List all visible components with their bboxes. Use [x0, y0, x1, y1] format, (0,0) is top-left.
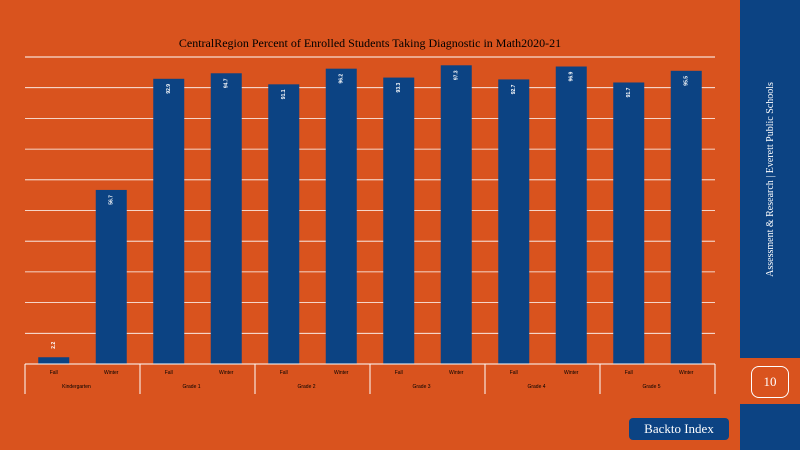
tick-label: Fall: [395, 370, 403, 376]
tick-label: Fall: [510, 370, 518, 376]
bar: [210, 73, 242, 365]
sidebar-label: Assessment & Research | Everett Public S…: [740, 0, 800, 358]
bar: [268, 84, 300, 364]
data-label: 96.2: [339, 74, 345, 84]
tick-label: Winter: [334, 370, 349, 376]
back-to-index-button[interactable]: Backto Index: [629, 418, 729, 440]
tick-label: Fall: [165, 370, 173, 376]
bar: [498, 79, 530, 364]
bar: [38, 357, 70, 364]
group-label: Grade 3: [412, 384, 430, 390]
bar: [95, 189, 127, 364]
sidebar-bottom-band: [740, 404, 800, 450]
bar: [383, 77, 415, 364]
chart-title: CentralRegion Percent of Enrolled Studen…: [179, 36, 561, 50]
gridlines: [25, 87, 715, 334]
tick-label: Fall: [625, 370, 633, 376]
bar: [325, 68, 357, 364]
bar: [555, 66, 587, 364]
data-label: 93.3: [396, 82, 402, 92]
data-label: 92.9: [166, 84, 172, 94]
bar: [440, 65, 472, 364]
chart: CentralRegion Percent of Enrolled Studen…: [24, 36, 716, 394]
tick-label: Fall: [280, 370, 288, 376]
bar: [613, 82, 645, 364]
data-label: 91.7: [626, 87, 632, 97]
sidebar-text: Assessment & Research | Everett Public S…: [764, 81, 776, 277]
x-axis: Fall Winter Kindergarten Fall Winter Grade 1 F…: [24, 363, 716, 394]
tick-label: Winter: [679, 370, 694, 376]
page-number: 10: [751, 366, 789, 398]
page-number-strip: [740, 358, 800, 404]
bars: 2.2 56.7 92.9 94.7 91.1 96.2 93.3 97.3 92.7 96.9 9…: [38, 65, 702, 365]
data-label: 91.1: [281, 89, 287, 99]
data-label: 97.3: [454, 70, 460, 80]
sidebar-band: [740, 0, 800, 358]
group-label: Grade 1: [182, 384, 200, 390]
group-label: Grade 4: [527, 384, 545, 390]
group-label: Grade 2: [297, 384, 315, 390]
data-label: 96.9: [569, 71, 575, 81]
tick-label: Fall: [50, 370, 58, 376]
tick-label: Winter: [219, 370, 234, 376]
group-label: Kindergarten: [62, 384, 91, 390]
bar: [670, 70, 702, 364]
tick-label: Winter: [564, 370, 579, 376]
data-label: 95.5: [684, 76, 690, 86]
data-label: 2.2: [51, 342, 57, 349]
data-label: 56.7: [109, 195, 115, 205]
data-label: 94.7: [224, 78, 230, 88]
bar: [153, 78, 185, 364]
data-label: 92.7: [511, 84, 517, 94]
tick-label: Winter: [449, 370, 464, 376]
group-label: Grade 5: [642, 384, 660, 390]
tick-label: Winter: [104, 370, 119, 376]
